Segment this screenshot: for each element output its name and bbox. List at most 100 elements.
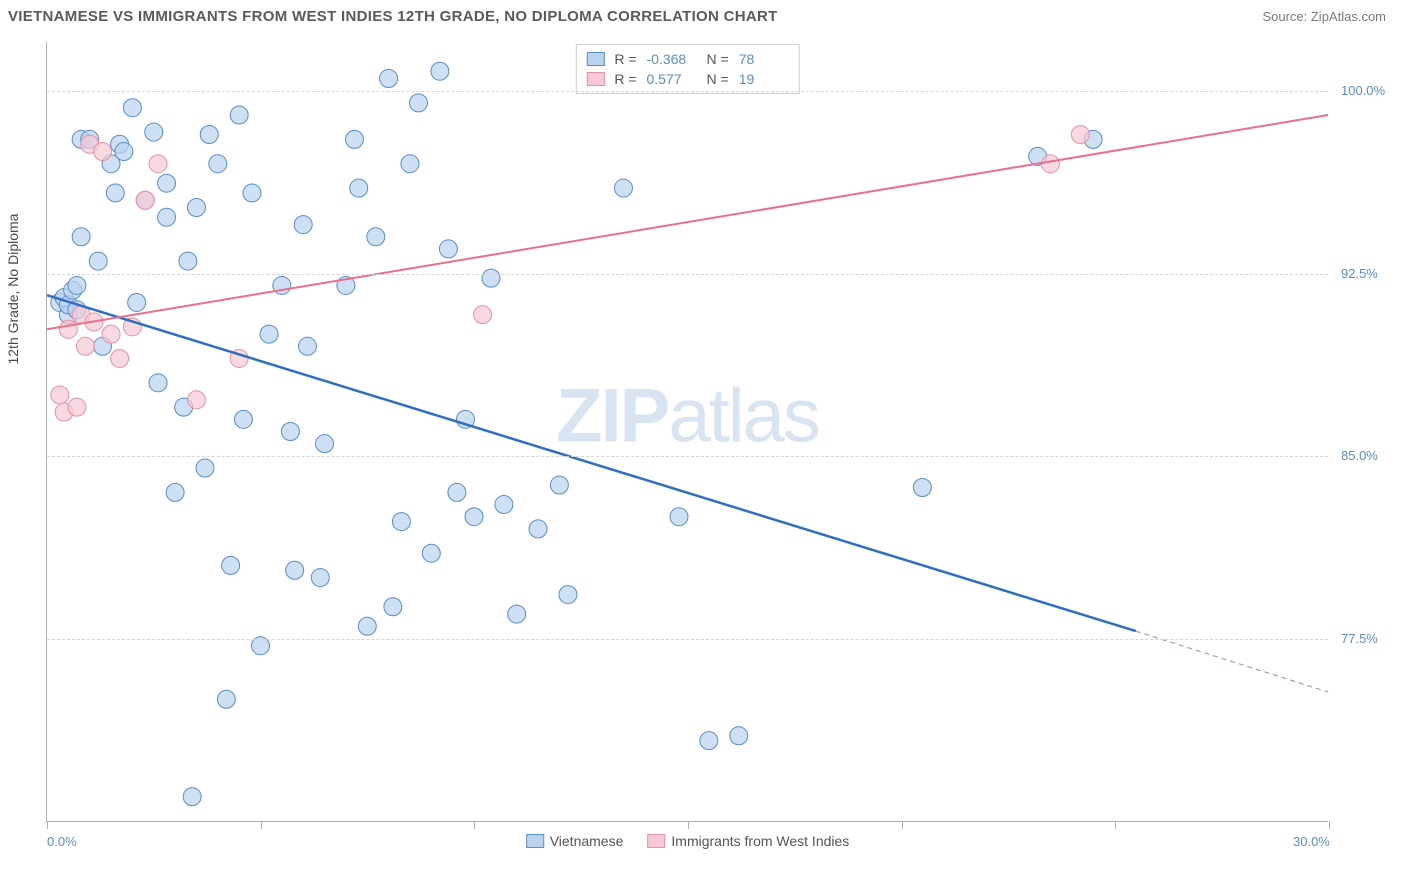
scatter-svg — [47, 42, 1328, 821]
x-tick — [261, 821, 262, 829]
point-vietnamese — [730, 727, 748, 745]
point-west-indies — [102, 325, 120, 343]
gridline — [47, 639, 1328, 640]
x-tick — [474, 821, 475, 829]
source-attribution: Source: ZipAtlas.com — [1262, 9, 1386, 24]
point-vietnamese — [367, 228, 385, 246]
x-tick — [1329, 821, 1330, 829]
point-vietnamese — [465, 508, 483, 526]
legend-item-vietnamese: Vietnamese — [526, 833, 624, 849]
point-west-indies — [76, 337, 94, 355]
point-west-indies — [187, 391, 205, 409]
point-vietnamese — [230, 106, 248, 124]
gridline — [47, 274, 1328, 275]
point-vietnamese — [145, 123, 163, 141]
point-vietnamese — [392, 513, 410, 531]
point-vietnamese — [508, 605, 526, 623]
series-legend: Vietnamese Immigrants from West Indies — [526, 833, 850, 849]
point-vietnamese — [311, 569, 329, 587]
y-tick-label: 85.0% — [1341, 448, 1378, 463]
x-tick — [688, 821, 689, 829]
point-west-indies — [51, 386, 69, 404]
point-vietnamese — [128, 293, 146, 311]
gridline — [47, 456, 1328, 457]
swatch-blue-icon — [586, 52, 604, 66]
gridline — [47, 91, 1328, 92]
point-vietnamese — [260, 325, 278, 343]
point-vietnamese — [158, 208, 176, 226]
point-vietnamese — [345, 130, 363, 148]
trendline-west-indies — [47, 115, 1328, 329]
n-label: N = — [707, 51, 729, 67]
point-vietnamese — [614, 179, 632, 197]
point-vietnamese — [298, 337, 316, 355]
point-vietnamese — [200, 126, 218, 144]
point-vietnamese — [106, 184, 124, 202]
point-vietnamese — [149, 374, 167, 392]
point-vietnamese — [316, 435, 334, 453]
point-vietnamese — [384, 598, 402, 616]
y-axis-title: 12th Grade, No Diploma — [5, 213, 21, 364]
x-tick — [47, 821, 48, 829]
point-vietnamese — [700, 732, 718, 750]
r-value-pink: 0.577 — [647, 71, 697, 87]
point-vietnamese — [115, 143, 133, 161]
point-vietnamese — [179, 252, 197, 270]
point-vietnamese — [431, 62, 449, 80]
point-west-indies — [1071, 126, 1089, 144]
point-vietnamese — [439, 240, 457, 258]
legend-label: Immigrants from West Indies — [671, 833, 849, 849]
point-vietnamese — [422, 544, 440, 562]
point-vietnamese — [559, 586, 577, 604]
point-vietnamese — [913, 479, 931, 497]
legend-item-west-indies: Immigrants from West Indies — [647, 833, 849, 849]
point-vietnamese — [448, 483, 466, 501]
point-vietnamese — [529, 520, 547, 538]
point-vietnamese — [183, 788, 201, 806]
plot-region: ZIPatlas 12th Grade, No Diploma R = -0.3… — [46, 42, 1328, 822]
point-vietnamese — [217, 690, 235, 708]
point-vietnamese — [89, 252, 107, 270]
y-tick-label: 77.5% — [1341, 631, 1378, 646]
correlation-legend: R = -0.368 N = 78 R = 0.577 N = 19 — [575, 44, 799, 94]
point-vietnamese — [243, 184, 261, 202]
point-vietnamese — [482, 269, 500, 287]
point-west-indies — [136, 191, 154, 209]
point-vietnamese — [209, 155, 227, 173]
point-west-indies — [111, 349, 129, 367]
chart-area: ZIPatlas 12th Grade, No Diploma R = -0.3… — [46, 42, 1386, 842]
point-west-indies — [149, 155, 167, 173]
point-west-indies — [1041, 155, 1059, 173]
legend-row-blue: R = -0.368 N = 78 — [586, 49, 788, 69]
legend-row-pink: R = 0.577 N = 19 — [586, 69, 788, 89]
point-vietnamese — [234, 410, 252, 428]
point-vietnamese — [286, 561, 304, 579]
swatch-pink-icon — [586, 72, 604, 86]
point-west-indies — [68, 398, 86, 416]
point-vietnamese — [670, 508, 688, 526]
point-west-indies — [94, 143, 112, 161]
point-vietnamese — [401, 155, 419, 173]
point-vietnamese — [123, 99, 141, 117]
y-tick-label: 92.5% — [1341, 266, 1378, 281]
x-tick-label: 0.0% — [47, 834, 77, 849]
point-vietnamese — [550, 476, 568, 494]
r-label: R = — [614, 71, 636, 87]
point-vietnamese — [158, 174, 176, 192]
chart-title: VIETNAMESE VS IMMIGRANTS FROM WEST INDIE… — [8, 8, 778, 25]
swatch-pink-icon — [647, 834, 665, 848]
point-vietnamese — [380, 70, 398, 88]
r-label: R = — [614, 51, 636, 67]
point-vietnamese — [222, 556, 240, 574]
point-vietnamese — [281, 423, 299, 441]
legend-label: Vietnamese — [550, 833, 624, 849]
point-west-indies — [474, 306, 492, 324]
point-vietnamese — [350, 179, 368, 197]
point-west-indies — [59, 320, 77, 338]
swatch-blue-icon — [526, 834, 544, 848]
point-vietnamese — [166, 483, 184, 501]
point-vietnamese — [358, 617, 376, 635]
point-vietnamese — [187, 199, 205, 217]
y-tick-label: 100.0% — [1341, 83, 1385, 98]
n-label: N = — [707, 71, 729, 87]
